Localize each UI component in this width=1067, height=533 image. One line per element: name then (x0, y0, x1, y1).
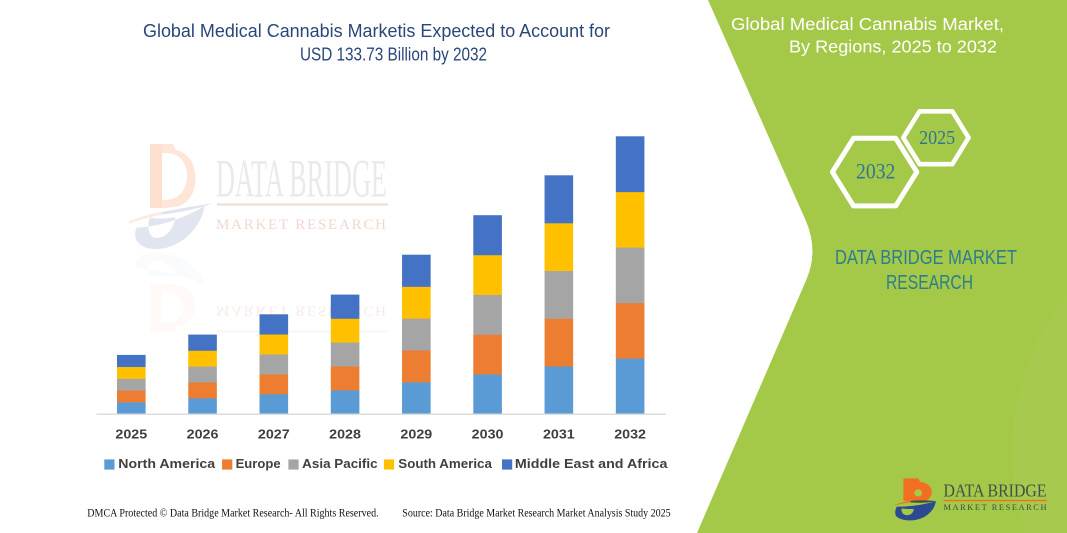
svg-text:MARKET RESEARCH: MARKET RESEARCH (944, 503, 1047, 512)
svg-text:MARKET RESEARCH: MARKET RESEARCH (216, 303, 386, 319)
svg-text:South America: South America (398, 456, 492, 471)
svg-text:2027: 2027 (258, 427, 290, 441)
svg-text:Global Medical Cannabis Market: Global Medical Cannabis Market, (731, 14, 1004, 34)
svg-text:MARKET RESEARCH: MARKET RESEARCH (216, 217, 386, 233)
svg-text:DMCA Protected © Data Bridge M: DMCA Protected © Data Bridge Market Rese… (87, 506, 378, 520)
svg-text:Asia Pacific: Asia Pacific (302, 456, 377, 471)
svg-text:DATA BRIDGE: DATA BRIDGE (216, 149, 387, 209)
svg-text:2025: 2025 (919, 127, 955, 149)
svg-text:By Regions, 2025 to 2032: By Regions, 2025 to 2032 (789, 37, 997, 57)
svg-text:2028: 2028 (329, 427, 361, 441)
svg-text:North America: North America (118, 456, 216, 471)
svg-text:Global Medical Cannabis Market: Global Medical Cannabis Marketis Expecte… (143, 21, 610, 41)
svg-text:Middle East and Africa: Middle East and Africa (515, 456, 668, 471)
svg-text:2032: 2032 (856, 159, 895, 184)
svg-text:2029: 2029 (400, 427, 432, 441)
svg-text:Source: Data Bridge Market Res: Source: Data Bridge Market Research Mark… (402, 506, 670, 520)
svg-text:DATA BRIDGE MARKET: DATA BRIDGE MARKET (835, 246, 1017, 269)
svg-text:2026: 2026 (187, 427, 219, 441)
svg-text:RESEARCH: RESEARCH (886, 271, 973, 294)
svg-text:DATA BRIDGE: DATA BRIDGE (944, 481, 1047, 501)
svg-text:USD 133.73 Billion by 2032: USD 133.73 Billion by 2032 (300, 45, 487, 65)
svg-text:2030: 2030 (472, 427, 504, 441)
svg-text:2031: 2031 (543, 427, 575, 441)
svg-text:2025: 2025 (115, 427, 147, 441)
svg-text:Europe: Europe (236, 456, 281, 471)
svg-text:2032: 2032 (614, 427, 646, 441)
